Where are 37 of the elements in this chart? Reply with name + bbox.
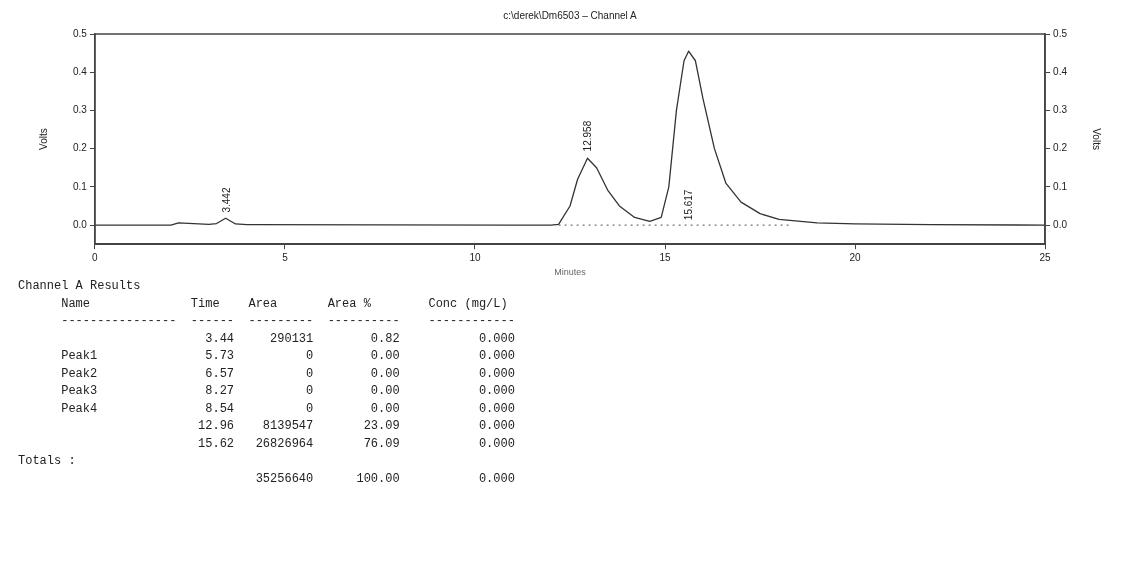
x-tick-label: 20 [849,251,862,263]
text: 35256640 100.00 0.000 [254,470,516,488]
y2-axis-title: Volts [1091,128,1103,150]
annotation: 12.958 [582,120,594,152]
text: 15.62 26826964 76.09 0.000 [197,435,516,453]
text: Peak4 8.54 0 0.00 0.000 [60,400,516,418]
text: Name Time Area Area % Conc (mg/L) [60,295,509,313]
y-tick-label: 0.0 [73,218,88,230]
y2-tick-label: 0.5 [1053,27,1068,39]
y2-tick-label: 0.4 [1053,65,1068,77]
text: Totals : [18,453,77,470]
text: Peak1 5.73 0 0.00 0.000 [60,348,516,365]
annotation: 15.617 [683,189,695,221]
x-tick-label: 5 [282,251,289,263]
text: 12.96 8139547 23.09 0.000 [197,418,516,435]
y-tick-label: 0.5 [73,27,88,39]
text: Peak3 8.27 0 0.00 0.000 [60,383,516,400]
y2-tick-label: 0.0 [1053,218,1068,230]
annotation: 3.442 [220,187,232,213]
x-tick-label: 15 [659,251,672,263]
text: Channel A Results [18,278,142,295]
y-tick-label: 0.1 [73,180,88,192]
x-tick-label: 10 [469,251,481,263]
y-tick-label: 0.3 [73,104,88,116]
chart-title: c:\derek\Dm6503 – Channel A [503,9,638,21]
text: ---------------- ------ --------- ---------- ------------ [60,313,516,330]
x-tick-label: 25 [1039,251,1052,263]
text: 3.44 290131 0.82 0.000 [204,330,516,348]
y-tick-label: 0.2 [73,142,88,154]
y-tick-label: 0.4 [73,65,88,77]
y2-tick-label: 0.2 [1053,142,1068,154]
y2-tick-label: 0.3 [1053,104,1068,116]
text: Peak2 6.57 0 0.00 0.000 [60,365,516,383]
y2-tick-label: 0.1 [1053,180,1068,192]
x-axis-title: Minutes [554,267,587,278]
y-axis-title: Volts [37,128,49,150]
x-tick-label: 0 [92,251,99,263]
